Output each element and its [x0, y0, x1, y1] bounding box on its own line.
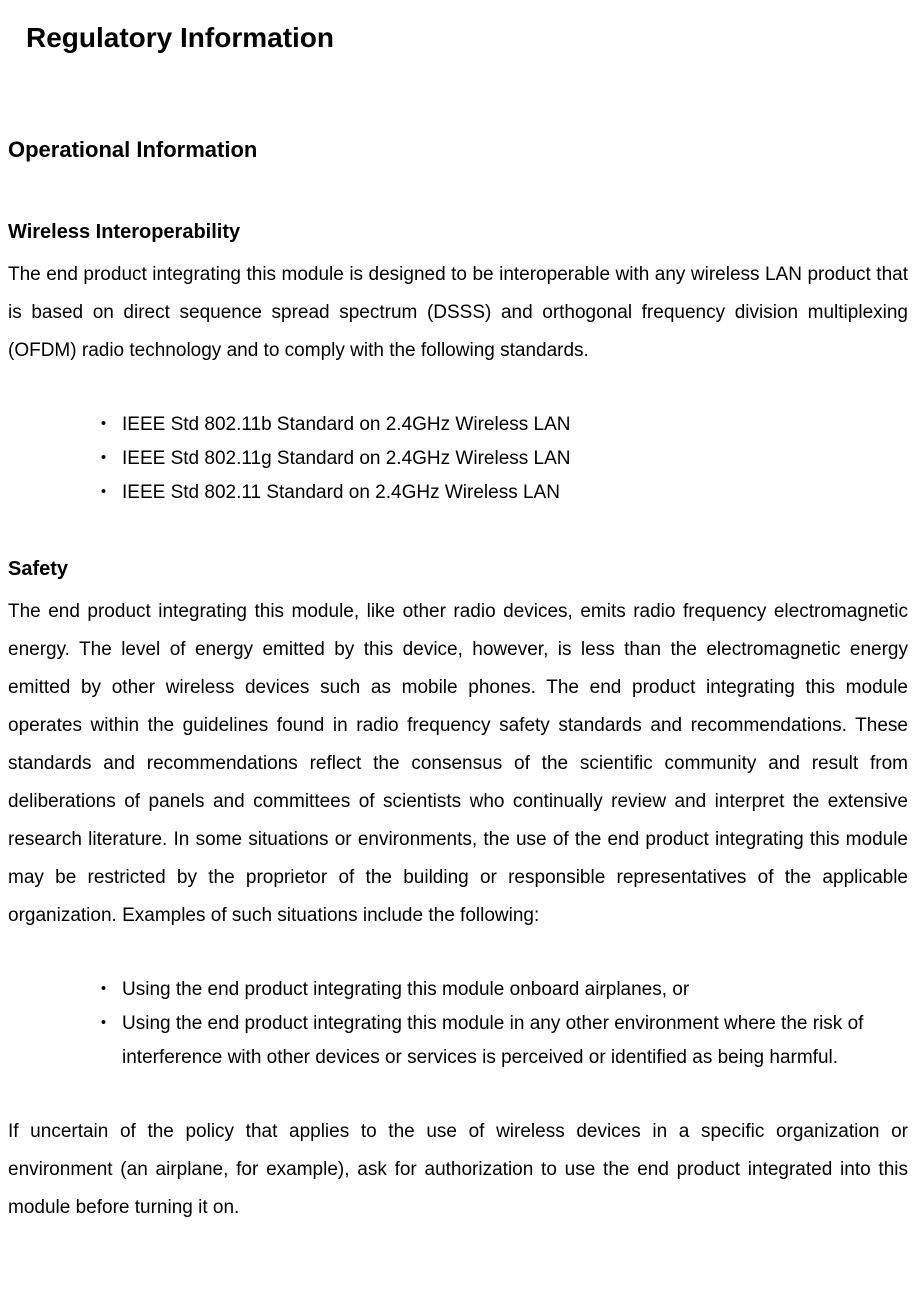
- bullet-icon: ・: [108, 973, 122, 1007]
- wireless-subsection-title: Wireless Interoperability: [8, 212, 908, 252]
- bullet-icon: ・: [108, 476, 122, 510]
- wireless-bullet-list: ・IEEE Std 802.11b Standard on 2.4GHz Wir…: [108, 408, 908, 511]
- section-operational-title: Operational Information: [8, 128, 908, 172]
- list-item: ・IEEE Std 802.11 Standard on 2.4GHz Wire…: [108, 476, 908, 510]
- bullet-text: IEEE Std 802.11b Standard on 2.4GHz Wire…: [122, 414, 571, 435]
- bullet-icon: ・: [108, 442, 122, 476]
- wireless-body-text: The end product integrating this module …: [8, 256, 908, 370]
- bullet-text: Using the end product integrating this m…: [122, 1013, 863, 1068]
- safety-footer-text: If uncertain of the policy that applies …: [8, 1113, 908, 1227]
- safety-body-text: The end product integrating this module,…: [8, 593, 908, 935]
- safety-bullet-list: ・Using the end product integrating this …: [108, 973, 908, 1076]
- list-item: ・IEEE Std 802.11g Standard on 2.4GHz Wir…: [108, 442, 908, 476]
- list-item: ・Using the end product integrating this …: [108, 1007, 908, 1075]
- list-item: ・Using the end product integrating this …: [108, 973, 908, 1007]
- bullet-icon: ・: [108, 1007, 122, 1041]
- bullet-text: IEEE Std 802.11g Standard on 2.4GHz Wire…: [122, 448, 571, 469]
- main-title: Regulatory Information: [26, 10, 908, 66]
- bullet-text: Using the end product integrating this m…: [122, 979, 689, 1000]
- safety-subsection-title: Safety: [8, 549, 908, 589]
- bullet-icon: ・: [108, 408, 122, 442]
- list-item: ・IEEE Std 802.11b Standard on 2.4GHz Wir…: [108, 408, 908, 442]
- bullet-text: IEEE Std 802.11 Standard on 2.4GHz Wirel…: [122, 482, 560, 503]
